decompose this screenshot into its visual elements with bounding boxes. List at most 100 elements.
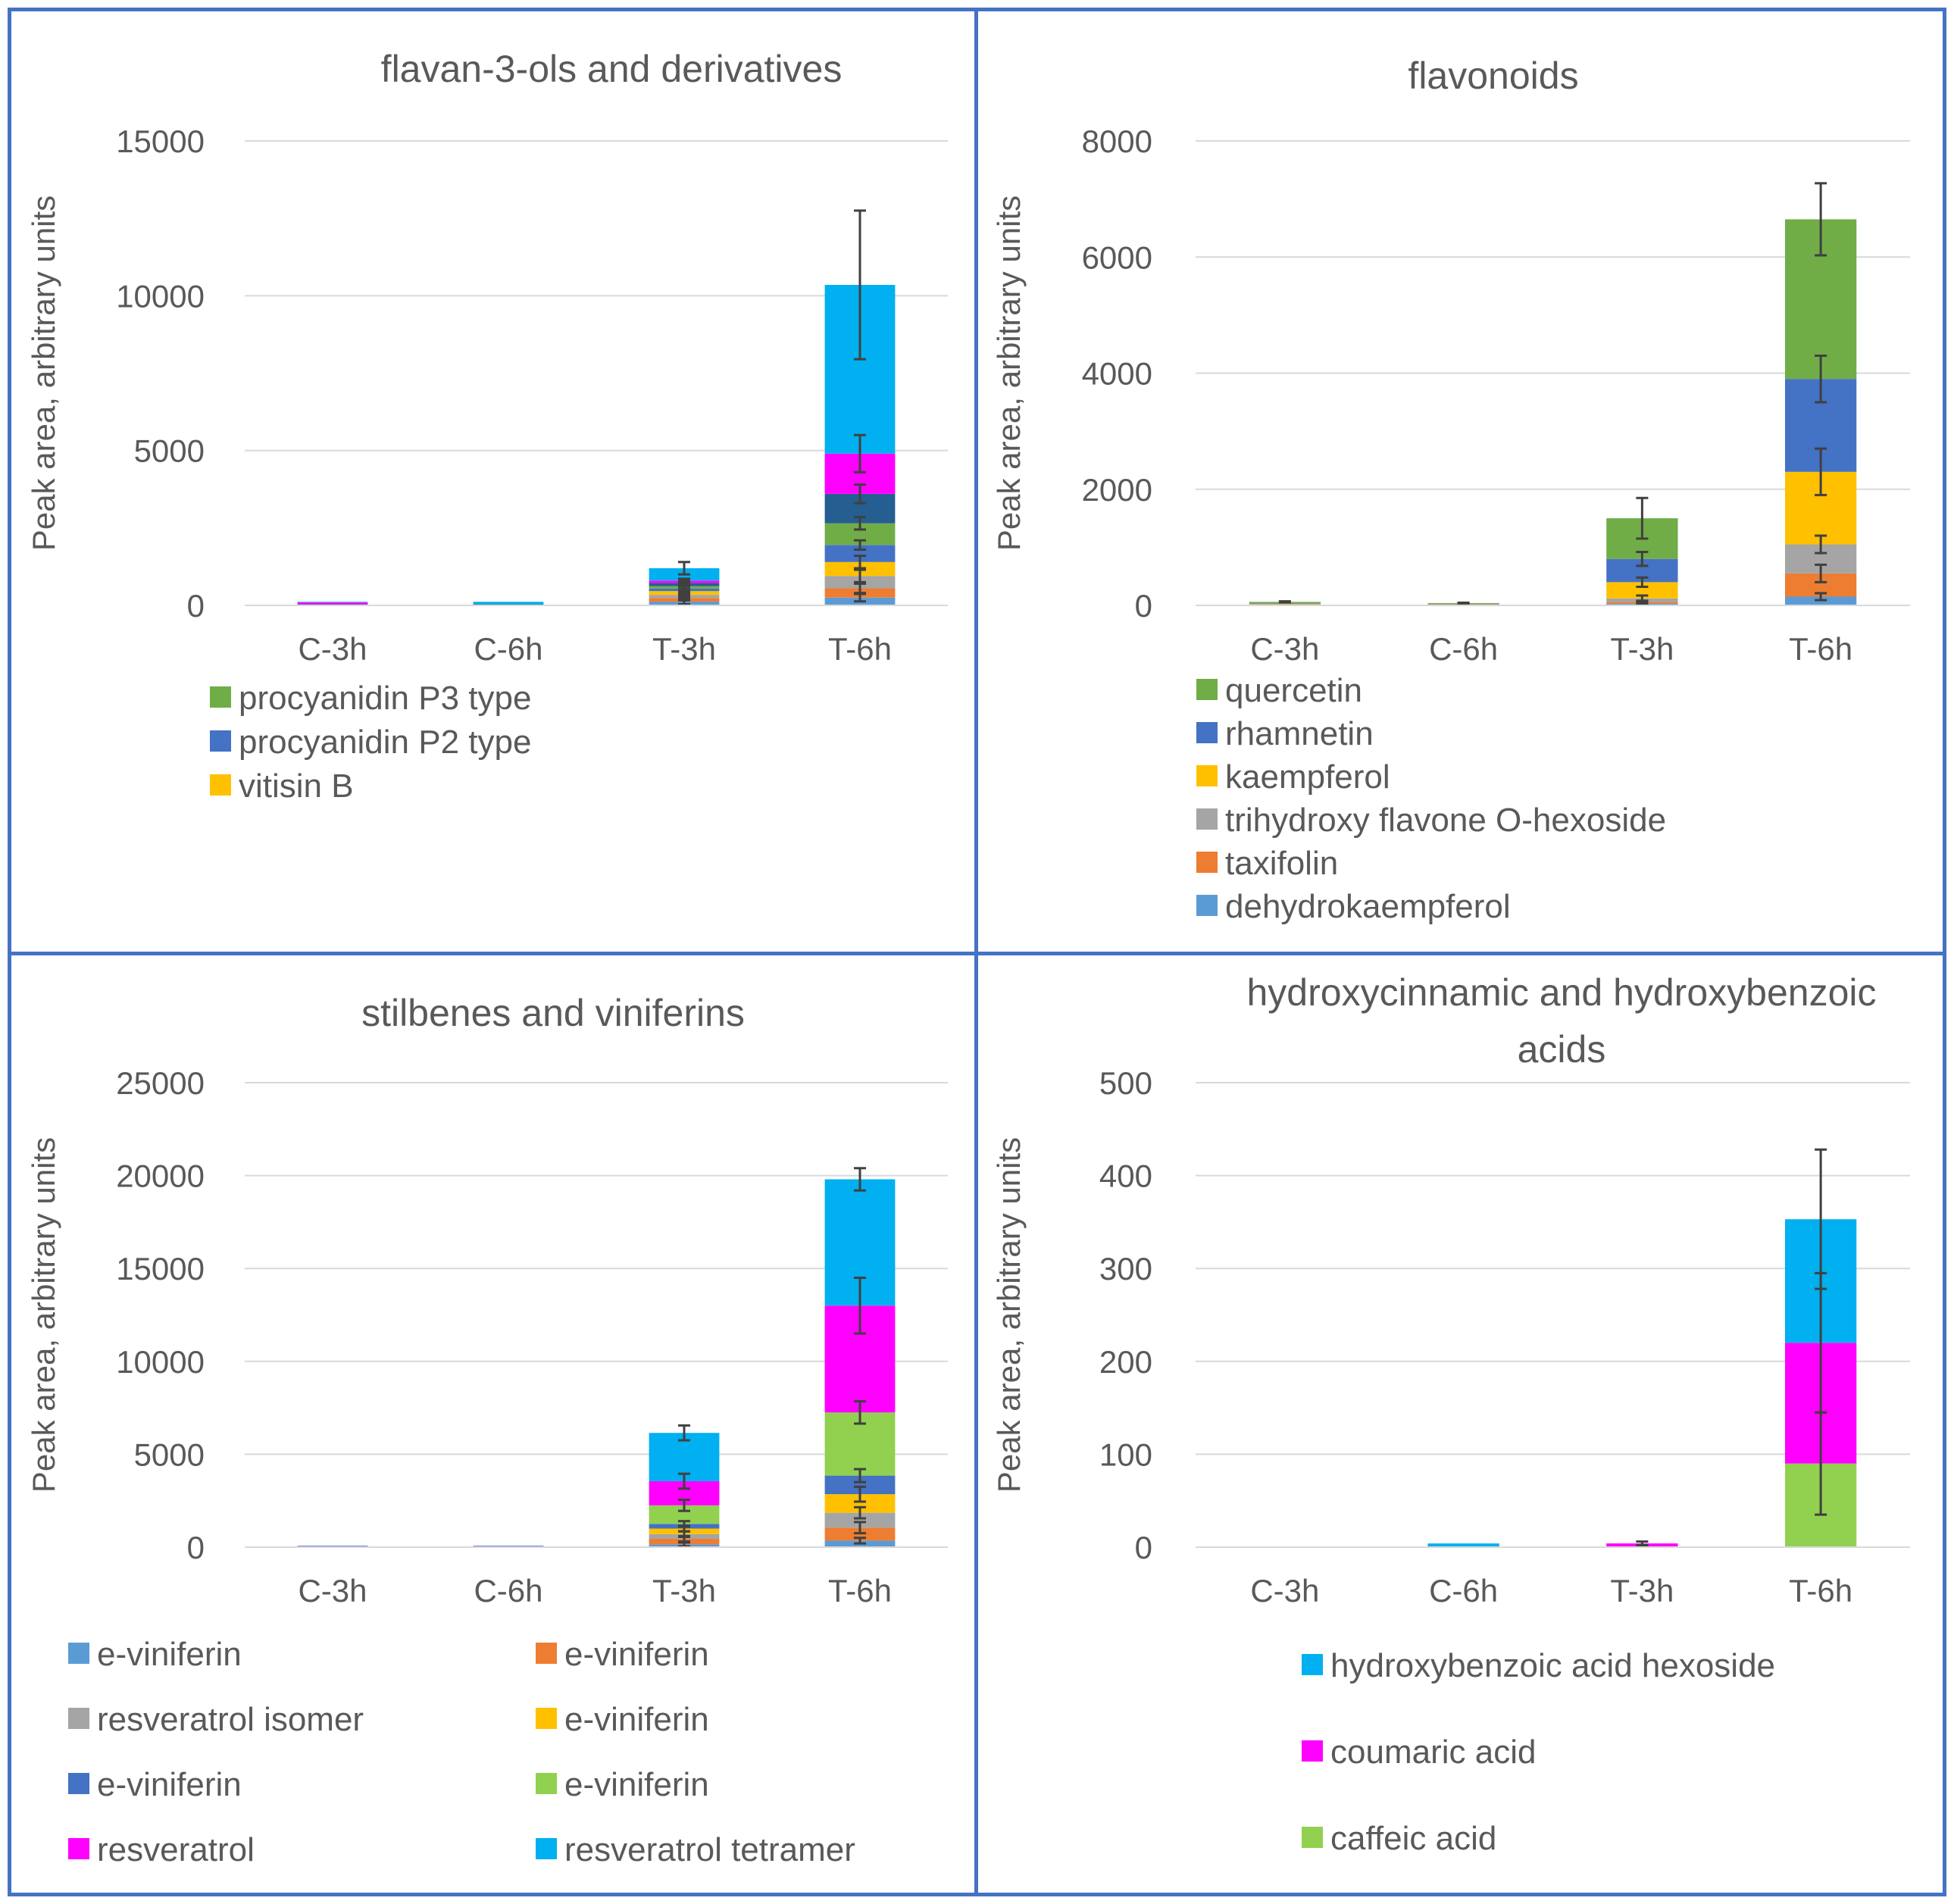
legend-swatch — [1302, 1654, 1323, 1675]
y-axis-label: Peak area, arbitrary units — [991, 1137, 1027, 1493]
legend-label: resveratrol — [97, 1831, 255, 1868]
legend-swatch — [1196, 808, 1218, 830]
y-tick-label: 20000 — [116, 1158, 205, 1194]
legend-swatch — [1302, 1827, 1323, 1848]
legend-label: procyanidin P2 type — [239, 724, 531, 761]
y-tick-label: 0 — [1135, 588, 1152, 624]
chart-panel-stilbenes: stilbenes and viniferins 0 5000 10000 15000 2… — [8, 952, 979, 1896]
legend-swatch — [1196, 679, 1218, 700]
legend-label: kaempferol — [1225, 758, 1390, 796]
legend-label: e-viniferin — [97, 1766, 242, 1803]
x-tick-label: T-3h — [1610, 1573, 1674, 1609]
y-tick-label: 6000 — [1082, 239, 1152, 275]
chart-title-line: hydroxycinnamic and hydroxybenzoic — [1247, 971, 1877, 1014]
legend-swatch — [1302, 1740, 1323, 1762]
x-tick-label: C-3h — [298, 631, 367, 667]
y-tick-label: 8000 — [1082, 123, 1152, 159]
legend-swatch — [68, 1643, 89, 1664]
x-tick-label: C-6h — [474, 631, 542, 667]
legend-swatch — [68, 1773, 89, 1794]
bar-segment — [297, 602, 368, 605]
x-tick-label: T-6h — [828, 631, 892, 667]
legend-label: taxifolin — [1225, 845, 1338, 882]
x-tick-label: C-6h — [1429, 1573, 1498, 1609]
chart-panel-hydroxy-acids: hydroxycinnamic and hydroxybenzoic acids 0… — [974, 952, 1946, 1896]
chart-title: stilbenes and viniferins — [361, 992, 745, 1034]
y-tick-label: 500 — [1099, 1065, 1152, 1101]
legend-label: e-viniferin — [564, 1636, 709, 1673]
bar-segment — [1249, 603, 1321, 605]
legend-label: coumaric acid — [1330, 1734, 1536, 1771]
legend-swatch — [210, 774, 231, 796]
y-tick-label: 4000 — [1082, 356, 1152, 392]
legend-label: quercetin — [1225, 672, 1362, 709]
legend-swatch — [1196, 765, 1218, 786]
legend-swatch — [536, 1643, 557, 1664]
chart-panel-flavan-3-ols: flavan-3-ols and derivatives 0 5000 10000 15… — [8, 8, 979, 956]
legend-swatch — [1196, 895, 1218, 916]
x-tick-label: T-3h — [652, 631, 716, 667]
y-tick-label: 25000 — [116, 1065, 205, 1101]
legend-swatch — [536, 1708, 557, 1729]
x-tick-label: T-6h — [1789, 1573, 1852, 1609]
chart-flavan-3-ols: flavan-3-ols and derivatives 0 5000 10000 15… — [26, 48, 948, 805]
x-tick-label: C-3h — [298, 1573, 367, 1609]
chart-hydroxy-acids: hydroxycinnamic and hydroxybenzoic acids 0… — [991, 971, 1910, 1857]
legend-label: hydroxybenzoic acid hexoside — [1330, 1647, 1775, 1684]
bar-segment — [824, 545, 896, 562]
chart-title: hydroxycinnamic and hydroxybenzoic acids — [1247, 971, 1877, 1071]
y-axis-label: Peak area, arbitrary units — [26, 195, 61, 551]
y-tick-label: 0 — [187, 1530, 205, 1565]
y-tick-label: 400 — [1099, 1158, 1152, 1194]
y-tick-label: 10000 — [116, 1344, 205, 1380]
legend-swatch — [68, 1838, 89, 1859]
legend-label: e-viniferin — [564, 1701, 709, 1738]
chart-title: flavonoids — [1408, 55, 1578, 97]
x-tick-label: C-3h — [1250, 1573, 1319, 1609]
chart-title-line: stilbenes and viniferins — [361, 992, 745, 1034]
bar-segment — [1606, 582, 1678, 599]
legend-swatch — [536, 1773, 557, 1794]
x-tick-label: T-6h — [1789, 631, 1852, 667]
legend-label: caffeic acid — [1330, 1820, 1496, 1857]
x-tick-label: T-6h — [828, 1573, 892, 1609]
y-axis-label: Peak area, arbitrary units — [991, 195, 1027, 551]
x-tick-label: C-6h — [474, 1573, 542, 1609]
chart-title-line: acids — [1518, 1028, 1606, 1071]
legend-swatch — [210, 730, 231, 752]
x-tick-label: T-3h — [652, 1573, 716, 1609]
legend-swatch — [1196, 852, 1218, 873]
legend-label: e-viniferin — [97, 1636, 242, 1673]
y-tick-label: 200 — [1099, 1344, 1152, 1380]
legend-swatch — [1196, 722, 1218, 743]
bar-segment — [473, 602, 544, 605]
y-tick-label: 100 — [1099, 1437, 1152, 1472]
y-tick-label: 0 — [187, 588, 205, 624]
x-tick-label: C-6h — [1429, 631, 1498, 667]
legend-label: trihydroxy flavone O-hexoside — [1225, 802, 1666, 839]
x-tick-label: C-3h — [1250, 631, 1319, 667]
y-tick-label: 10000 — [116, 278, 205, 314]
x-tick-label: T-3h — [1610, 631, 1674, 667]
chart-flavonoids: flavonoids 0 2000 4000 6000 8000 Peak area, ar… — [991, 55, 1910, 925]
legend-label: rhamnetin — [1225, 715, 1374, 752]
legend-swatch — [210, 686, 231, 708]
bar-segment — [1249, 604, 1321, 605]
chart-panel-flavonoids: flavonoids 0 2000 4000 6000 8000 Peak area, ar… — [974, 8, 1946, 956]
y-tick-label: 300 — [1099, 1251, 1152, 1287]
y-tick-label: 2000 — [1082, 472, 1152, 508]
y-tick-label: 5000 — [134, 433, 205, 469]
chart-stilbenes: stilbenes and viniferins 0 5000 10000 15000 2… — [26, 992, 948, 1868]
y-axis-label: Peak area, arbitrary units — [26, 1137, 61, 1493]
legend-label: vitisin B — [239, 768, 354, 805]
y-tick-label: 5000 — [134, 1437, 205, 1472]
legend-label: resveratrol isomer — [97, 1701, 364, 1738]
y-tick-label: 15000 — [116, 1251, 205, 1287]
chart-title-line: flavan-3-ols and derivatives — [381, 48, 843, 90]
legend-label: dehydrokaempferol — [1225, 888, 1511, 925]
legend-label: resveratrol tetramer — [564, 1831, 855, 1868]
chart-title: flavan-3-ols and derivatives — [381, 48, 843, 90]
chart-title-line: flavonoids — [1408, 55, 1578, 97]
bar-segment — [824, 1512, 896, 1528]
